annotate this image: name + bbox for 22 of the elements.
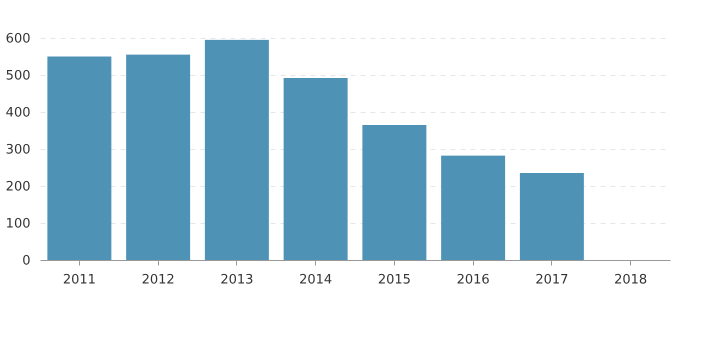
x-tick-label: 2017: [535, 272, 568, 288]
y-tick-label: 400: [6, 106, 30, 120]
x-tick-label: 2015: [378, 272, 411, 288]
bar: [204, 40, 269, 260]
bar: [126, 54, 190, 260]
bar: [284, 78, 348, 260]
x-tick-label: 2011: [62, 272, 96, 288]
bar: [441, 156, 506, 260]
x-tick-label: 2016: [456, 272, 490, 288]
x-tick-label: 2012: [142, 272, 175, 288]
bar: [520, 173, 584, 260]
bar: [47, 56, 112, 260]
x-tick-label: 2013: [220, 272, 254, 288]
y-tick-label: 200: [6, 180, 30, 194]
y-tick-label: 500: [6, 68, 30, 84]
y-tick-label: 0: [22, 254, 30, 268]
x-tick-label: 2014: [299, 272, 332, 288]
y-tick-label: 300: [6, 142, 30, 158]
y-tick-label: 600: [6, 32, 30, 46]
x-tick-label: 2018: [614, 272, 648, 288]
bar: [362, 124, 426, 260]
y-tick-label: 100: [6, 216, 30, 232]
